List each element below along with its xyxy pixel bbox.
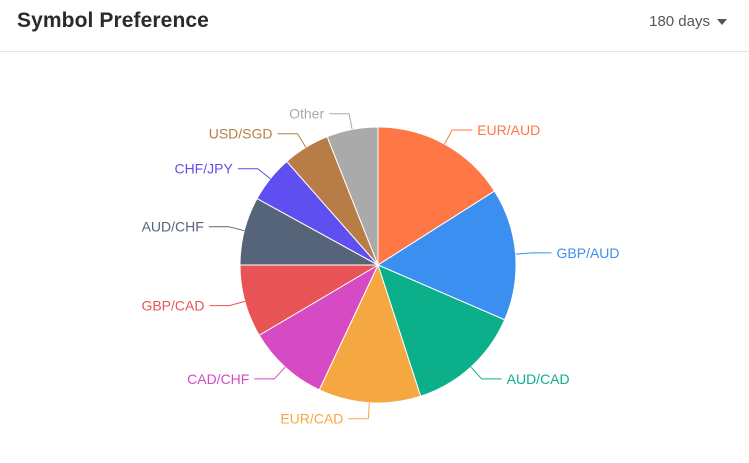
card-title: Symbol Preference (17, 9, 209, 32)
leader-line-eur-cad (348, 402, 370, 420)
slice-label-gbp-cad: GBP/CAD (141, 298, 204, 314)
pie-slice-other[interactable] (326, 126, 379, 266)
caret-down-icon (717, 19, 727, 25)
slice-label-aud-cad: AUD/CAD (507, 371, 570, 387)
leader-line-aud-cad (470, 366, 502, 380)
pie-slice-eur-aud[interactable] (377, 126, 496, 266)
slice-labels: EUR/AUD GBP/AUD AUD/CAD EUR/CAD CAD/CHF GBP/C… (141, 106, 619, 427)
pie-slice-aud-cad[interactable] (377, 264, 506, 397)
leader-line-chf-jpy (237, 168, 271, 180)
pie-slice-cad-chf[interactable] (258, 263, 380, 391)
slice-label-aud-chf: AUD/CHF (142, 219, 204, 235)
leader-line-aud-chf (208, 226, 245, 232)
leader-line-gbp-aud (515, 252, 552, 255)
leader-lines (208, 113, 552, 420)
pie-chart: EUR/AUD GBP/AUD AUD/CAD EUR/CAD CAD/CHF GBP/C… (141, 106, 619, 427)
pie-chart-area: EUR/AUD GBP/AUD AUD/CAD EUR/CAD CAD/CHF GBP/C… (0, 53, 749, 463)
slice-label-other: Other (289, 106, 324, 122)
pie-slices (239, 126, 517, 404)
slice-label-chf-jpy: CHF/JPY (174, 161, 233, 177)
slice-label-gbp-aud: GBP/AUD (557, 245, 620, 261)
leader-line-eur-aud (444, 129, 473, 145)
slice-label-eur-aud: EUR/AUD (477, 122, 540, 138)
time-range-dropdown[interactable]: 180 days (649, 13, 727, 30)
slice-label-cad-chf: CAD/CHF (187, 371, 249, 387)
pie-slice-eur-cad[interactable] (318, 263, 422, 404)
leader-line-cad-chf (254, 366, 286, 380)
slice-label-usd-sgd: USD/SGD (209, 126, 273, 142)
leader-line-usd-sgd (277, 133, 307, 148)
time-range-label: 180 days (649, 13, 710, 30)
leader-line-gbp-cad (209, 300, 246, 307)
slice-label-eur-cad: EUR/CAD (280, 411, 343, 427)
card-header: Symbol Preference 180 days (0, 0, 749, 52)
leader-line-other (329, 113, 353, 130)
